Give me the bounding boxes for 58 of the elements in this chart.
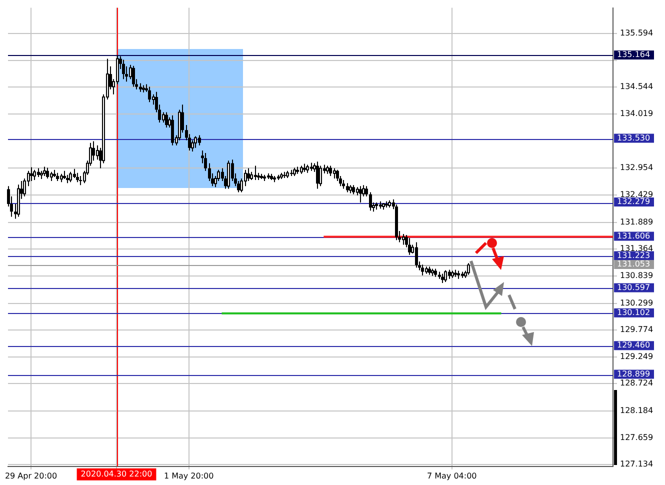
y-tick-label: 131.364	[620, 244, 654, 254]
y-tick-label: 132.429	[620, 190, 654, 199]
ref-line-label: 131.606	[617, 231, 650, 240]
candlestick	[316, 161, 319, 190]
candlestick	[247, 168, 250, 182]
candlestick	[352, 184, 355, 195]
candlestick	[365, 186, 368, 197]
candlestick	[346, 182, 349, 193]
y-tick-label: 132.954	[620, 163, 654, 172]
candlestick	[359, 186, 362, 203]
y-tick-label: 129.774	[620, 325, 654, 334]
y-tick-label: 130.839	[620, 270, 654, 280]
ref-line-label: 130.597	[617, 282, 650, 292]
candlestick	[73, 168, 76, 178]
x-tick-label: 1 May 20:00	[164, 471, 214, 480]
y-tick-label: 131.889	[620, 217, 654, 226]
candlestick	[171, 114, 174, 146]
candlestick	[421, 264, 424, 276]
y-tick-label: 130.299	[620, 298, 654, 308]
x-tick-label: 29 Apr 20:00	[4, 471, 58, 480]
ref-line-label: 131.223	[617, 250, 650, 260]
candlestick	[369, 192, 372, 212]
candlestick	[79, 175, 82, 186]
candlestick	[329, 165, 332, 176]
y-tick-label: 129.249	[620, 352, 654, 361]
candlestick	[204, 152, 207, 172]
y-tick-label: 134.544	[620, 82, 654, 92]
ref-line-label: 131.053	[617, 260, 650, 269]
candlestick	[30, 166, 33, 182]
y-tick-label: 127.659	[620, 432, 654, 442]
x-tick-label: 7 May 04:00	[426, 471, 477, 480]
y-tick-label: 127.134	[620, 460, 654, 469]
ref-line-label: 133.530	[617, 133, 650, 142]
y-tick-label: 135.594	[620, 28, 654, 38]
y-tick-label: 134.019	[620, 108, 654, 118]
candlestick	[132, 65, 135, 88]
ref-line-label: 135.164	[617, 50, 650, 60]
candlestick	[122, 59, 125, 80]
y-tick-label: 128.724	[620, 378, 654, 388]
candlestick	[198, 134, 201, 146]
candlestick	[254, 165, 257, 181]
ref-line-label: 132.279	[617, 197, 650, 206]
x-tick-label: 2020.04.30 22:00	[80, 469, 152, 478]
candlestick	[415, 242, 418, 268]
candlestick	[165, 112, 168, 128]
candlestick	[76, 172, 79, 183]
candlestick	[46, 167, 49, 179]
ref-line-label: 129.460	[617, 340, 650, 350]
candlestick	[408, 238, 411, 256]
y-tick-label: 128.184	[620, 406, 654, 416]
candlestick	[448, 269, 451, 280]
candlestick	[92, 140, 95, 162]
candlestick	[336, 169, 339, 182]
ref-line-label: 128.899	[617, 369, 650, 378]
candlestick	[148, 86, 151, 103]
ref-line-label: 130.102	[617, 308, 650, 318]
candlestick	[208, 162, 211, 182]
candlestick	[441, 273, 444, 284]
